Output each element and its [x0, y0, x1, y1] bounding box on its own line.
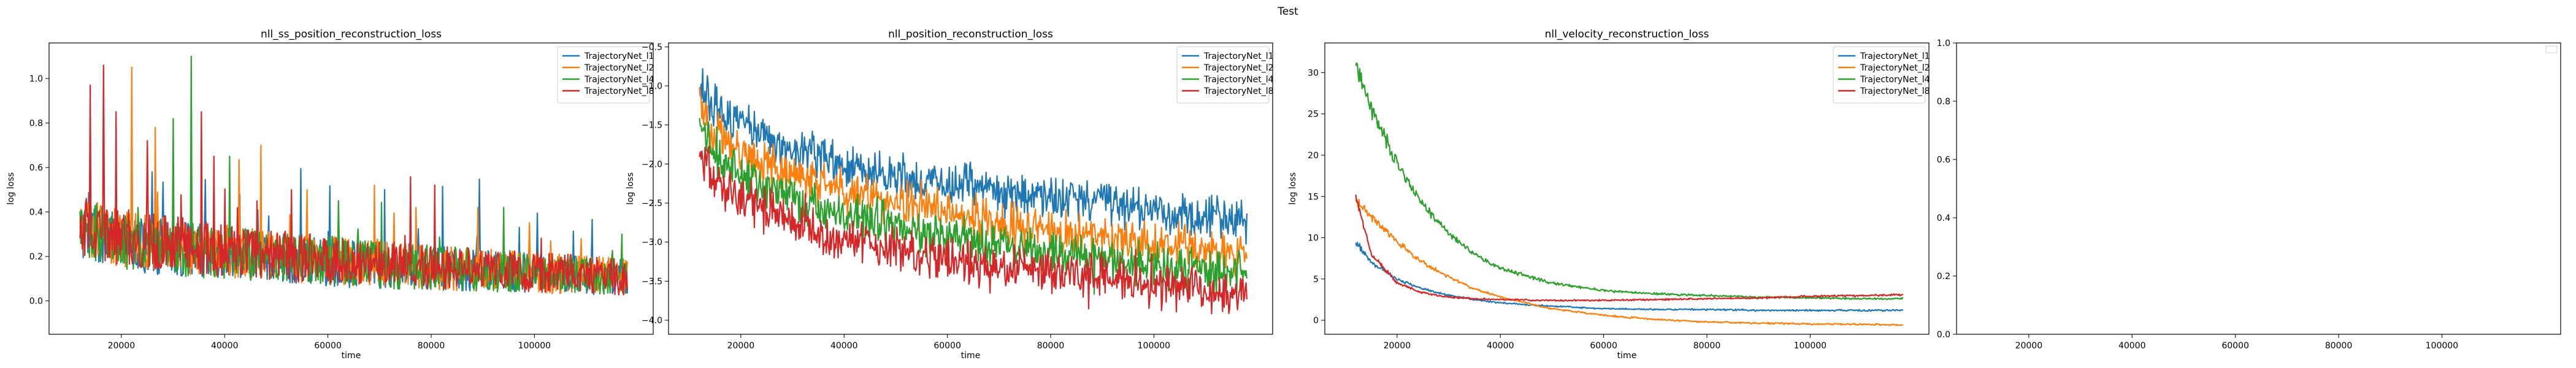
subplot-2-legend-label: TrajectoryNet_l4 — [1203, 75, 1274, 85]
subplot-3-ytick-label: 10 — [1308, 234, 1319, 243]
subplot-3-xlabel: time — [1617, 351, 1637, 361]
subplot-1-series-line-trajectorynet_l8 — [79, 64, 628, 296]
subplot-1-legend: TrajectoryNet_l1 TrajectoryNet_l2 Trajecto… — [557, 46, 654, 104]
subplot-2-frame — [668, 42, 1273, 335]
subplot-4-ytick-label: 1.0 — [1937, 39, 1950, 48]
subplot-4-ytick-label: 0.8 — [1937, 97, 1950, 107]
subplot-2-series-line-trajectorynet_l8 — [699, 145, 1248, 315]
subplot-3-ytick-label: 25 — [1308, 110, 1319, 120]
subplot-3-frame — [1324, 42, 1930, 335]
subplot-2-series-line-trajectorynet_l1 — [699, 68, 1248, 245]
subplot-3-series-line-trajectorynet_l2 — [1355, 199, 1904, 326]
subplot-3-legend-label: TrajectoryNet_l4 — [1860, 75, 1930, 85]
subplot-1-ytick-label: 0.0 — [29, 297, 43, 307]
subplot-2-ylabel: log loss — [626, 172, 635, 205]
subplot-3-ytick-label: 5 — [1313, 275, 1319, 285]
subplot-2-xtick-label: 100000 — [1138, 341, 1170, 351]
subplot-1-legend-box — [557, 46, 650, 104]
subplot-1-title: nll_ss_position_reconstruction_loss — [261, 28, 442, 40]
subplot-2: nll_position_reconstruction_loss 20000 40… — [626, 28, 1274, 361]
subplot-3-series-line-trajectorynet_l4 — [1355, 62, 1904, 301]
subplot-4: 20000 40000 60000 80000 100000 0.0 0.2 0.4 0.6 0.… — [1937, 39, 2561, 351]
subplot-2-ytick-label: −3.0 — [642, 238, 662, 248]
subplot-1-ylabel: log loss — [6, 172, 16, 205]
subplot-2-ytick-label: −1.5 — [642, 121, 662, 131]
subplot-3-legend-label: TrajectoryNet_l2 — [1860, 63, 1930, 73]
subplot-2-xtick-label: 60000 — [933, 341, 961, 351]
subplot-4-ytick-label: 0.2 — [1937, 272, 1950, 282]
subplot-4-xtick-label: 80000 — [2325, 341, 2353, 351]
subplot-2-xtick-label: 80000 — [1037, 341, 1065, 351]
subplot-4-ytick-label: 0.6 — [1937, 155, 1950, 165]
subplot-2-xtick-label: 20000 — [727, 341, 755, 351]
subplot-2-ytick-label: −2.0 — [642, 159, 662, 169]
subplot-2-legend: TrajectoryNet_l1 TrajectoryNet_l2 Trajecto… — [1176, 46, 1274, 104]
subplot-3-ytick-label: 15 — [1308, 192, 1319, 202]
subplot-3-series-line-trajectorynet_l8 — [1355, 194, 1904, 302]
subplot-1-legend-label: TrajectoryNet_l1 — [584, 52, 654, 61]
subplot-4-xtick-label: 20000 — [2015, 341, 2043, 351]
subplot-3-ylabel: log loss — [1288, 172, 1298, 205]
subplot-3-title: nll_velocity_reconstruction_loss — [1545, 28, 1709, 40]
subplot-1-ytick-label: 0.6 — [29, 163, 43, 173]
subplot-1-frame — [48, 42, 654, 335]
subplot-2-legend-label: TrajectoryNet_l8 — [1203, 86, 1274, 96]
subplot-2-legend-label: TrajectoryNet_l1 — [1203, 52, 1274, 61]
subplot-2-ytick-label: −3.5 — [642, 277, 662, 286]
subplot-3-legend-label: TrajectoryNet_l8 — [1860, 86, 1930, 96]
subplot-2-ytick-label: −1.0 — [642, 82, 662, 91]
subplot-1-ytick-label: 0.4 — [29, 208, 43, 218]
subplot-1-legend-label: TrajectoryNet_l4 — [584, 75, 654, 85]
subplot-1-xtick-label: 60000 — [314, 341, 342, 351]
subplot-1-ytick-label: 0.2 — [29, 252, 43, 262]
figure-suptitle: Test — [1277, 6, 1298, 18]
subplot-3-xtick-label: 20000 — [1384, 341, 1411, 351]
subplot-2-ytick-label: −0.5 — [642, 42, 662, 52]
subplot-2-series-line-trajectorynet_l2 — [699, 86, 1248, 277]
subplot-2-legend-label: TrajectoryNet_l2 — [1203, 63, 1274, 73]
subplot-1-legend-label: TrajectoryNet_l2 — [584, 63, 654, 73]
subplot-3-xtick-label: 100000 — [1794, 341, 1827, 351]
subplot-1: nll_ss_position_reconstruction_loss 2000… — [6, 28, 654, 361]
subplot-2-legend-box — [1176, 46, 1270, 104]
subplot-2-xlabel: time — [961, 351, 981, 361]
subplot-1-ytick-label: 0.8 — [29, 119, 43, 129]
subplot-3-legend-box — [1833, 46, 1926, 104]
subplot-3-xtick-label: 80000 — [1693, 341, 1721, 351]
subplot-1-xtick-label: 80000 — [418, 341, 445, 351]
subplot-1-legend-label: TrajectoryNet_l8 — [584, 86, 654, 96]
subplot-1-xtick-label: 20000 — [108, 341, 136, 351]
subplot-1-xtick-label: 40000 — [211, 341, 239, 351]
subplot-4-xtick-label: 60000 — [2221, 341, 2249, 351]
subplot-3-ytick-label: 30 — [1308, 68, 1319, 78]
subplot-4-frame — [1956, 42, 2561, 335]
subplot-4-xtick-label: 40000 — [2118, 341, 2146, 351]
subplot-3-ytick-label: 0 — [1313, 316, 1319, 326]
subplot-1-xlabel: time — [342, 351, 361, 361]
subplot-3-legend: TrajectoryNet_l1 TrajectoryNet_l2 Trajecto… — [1833, 46, 1930, 104]
subplot-3-xtick-label: 40000 — [1487, 341, 1514, 351]
subplot-4-ytick-label: 0.0 — [1937, 330, 1950, 340]
subplot-4-ytick-label: 0.4 — [1937, 213, 1950, 223]
subplot-1-xtick-label: 100000 — [518, 341, 551, 351]
subplot-2-series-line-trajectorynet_l4 — [699, 118, 1248, 299]
subplot-2-ytick-label: −2.5 — [642, 199, 662, 209]
subplot-1-ytick-label: 1.0 — [29, 74, 43, 84]
subplot-3-series-line-trajectorynet_l1 — [1355, 242, 1904, 312]
subplot-3-legend-label: TrajectoryNet_l1 — [1860, 52, 1930, 61]
subplot-3: nll_velocity_reconstruction_loss 20000 40… — [1288, 28, 1930, 361]
subplot-2-ytick-label: −4.0 — [642, 316, 662, 326]
subplot-4-empty-legend — [2545, 45, 2558, 53]
subplot-4-xtick-label: 100000 — [2426, 341, 2458, 351]
subplot-3-xtick-label: 60000 — [1590, 341, 1617, 351]
subplot-2-title: nll_position_reconstruction_loss — [888, 28, 1053, 40]
subplot-3-ytick-label: 20 — [1308, 151, 1319, 161]
subplot-2-xtick-label: 40000 — [830, 341, 858, 351]
